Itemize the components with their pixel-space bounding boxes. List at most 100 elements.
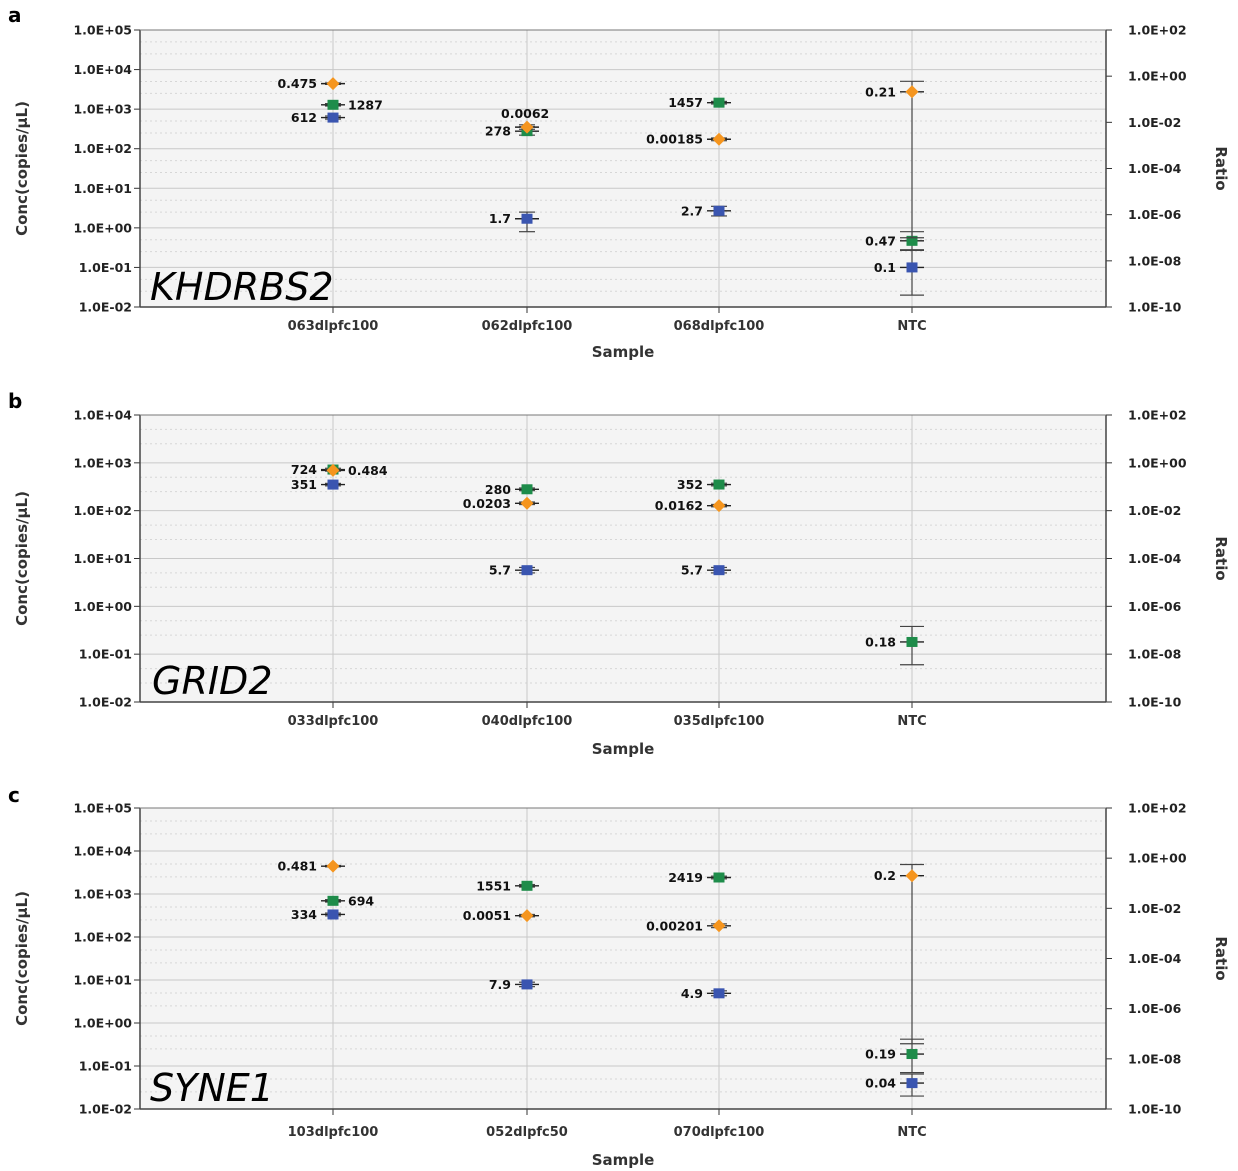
data-label: 5.7 <box>681 563 703 578</box>
conc-a-marker <box>907 1078 918 1088</box>
x-tick-label: 103dlpfc100 <box>288 1125 379 1140</box>
panel-a: a 1.0E+05 1.0E+04 1.0E+03 1.0E+02 1.0E+01 1.0E… <box>8 3 1230 361</box>
x-tick-label: 040dlpfc100 <box>482 714 573 729</box>
data-label: 351 <box>291 477 317 492</box>
y-left-tick-label: 1.0E+03 <box>73 102 132 117</box>
y-left-tick-label: 1.0E+00 <box>73 599 132 614</box>
y-left-axis-title: Conc(copies/µL) <box>13 101 31 236</box>
data-label: 0.04 <box>865 1076 896 1091</box>
panel-letter: a <box>8 3 22 27</box>
x-tick-label: 033dlpfc100 <box>288 714 379 729</box>
y-right-axis-title: Ratio <box>1212 536 1230 580</box>
x-axis-title: Sample <box>592 343 655 361</box>
conc-a-marker <box>328 480 339 490</box>
data-label: 0.484 <box>348 463 388 478</box>
y-left-tick-label: 1.0E+04 <box>73 408 132 423</box>
data-label: 0.00201 <box>646 918 703 933</box>
data-label: 0.0203 <box>463 496 511 511</box>
y-left-tick-label: 1.0E+04 <box>73 62 132 77</box>
plot-area <box>140 808 1106 1109</box>
conc-b-marker <box>714 98 725 108</box>
data-label: 1.7 <box>489 211 511 226</box>
x-tick-label: 062dlpfc100 <box>482 319 573 334</box>
data-label: 352 <box>677 477 703 492</box>
data-label: 2419 <box>668 870 703 885</box>
data-label: 0.0051 <box>463 908 511 923</box>
y-right-tick-label: 1.0E-08 <box>1128 647 1181 662</box>
y-left-tick-label: 1.0E+02 <box>73 141 132 156</box>
y-right-tick-label: 1.0E-10 <box>1128 300 1182 315</box>
y-right-tick-label: 1.0E-02 <box>1128 115 1181 130</box>
data-label: 280 <box>485 482 511 497</box>
conc-a-marker <box>522 214 533 224</box>
conc-a-marker <box>328 113 339 123</box>
y-left-tick-label: 1.0E-02 <box>79 695 132 710</box>
data-label: 0.2 <box>874 868 896 883</box>
x-tick-label: 035dlpfc100 <box>674 714 765 729</box>
conc-b-marker <box>328 100 339 110</box>
y-left-axis-title: Conc(copies/µL) <box>13 891 31 1026</box>
y-right-tick-label: 1.0E-02 <box>1128 503 1181 518</box>
conc-b-marker <box>328 896 339 906</box>
data-label: 724 <box>291 462 317 477</box>
gene-name: SYNE1 <box>150 1066 274 1110</box>
conc-a-marker <box>714 988 725 998</box>
data-label: 694 <box>348 893 374 908</box>
panel-letter: c <box>8 783 20 807</box>
conc-a-marker <box>328 909 339 919</box>
y-left-tick-label: 1.0E-02 <box>79 300 132 315</box>
data-label: 0.0062 <box>501 106 549 121</box>
y-right-tick-label: 1.0E-04 <box>1128 551 1182 566</box>
x-axis-title: Sample <box>592 1151 655 1169</box>
x-tick-label: NTC <box>897 714 926 729</box>
data-point: 0.0051 <box>463 908 539 923</box>
y-right-tick-label: 1.0E-08 <box>1128 253 1181 268</box>
conc-b-marker <box>522 881 533 891</box>
data-label: 2.7 <box>681 203 703 218</box>
data-label: 7.9 <box>489 977 511 992</box>
x-tick-label: NTC <box>897 319 926 334</box>
data-label: 334 <box>291 907 317 922</box>
data-label: 1457 <box>668 95 703 110</box>
y-right-tick-label: 1.0E+00 <box>1128 69 1187 84</box>
data-label: 1287 <box>348 97 383 112</box>
y-right-axis-title: Ratio <box>1212 146 1230 190</box>
y-left-tick-label: 1.0E+00 <box>73 1016 132 1031</box>
conc-b-marker <box>714 873 725 883</box>
y-right-tick-label: 1.0E-04 <box>1128 951 1182 966</box>
y-left-tick-label: 1.0E+03 <box>73 455 132 470</box>
y-left-tick-label: 1.0E+03 <box>73 887 132 902</box>
y-left-tick-label: 1.0E-01 <box>79 1059 132 1074</box>
data-label: 0.0162 <box>655 498 703 513</box>
x-tick-label: 063dlpfc100 <box>288 319 379 334</box>
y-left-tick-label: 1.0E+01 <box>73 181 132 196</box>
data-label: 0.475 <box>277 76 317 91</box>
data-label: 0.21 <box>865 84 896 99</box>
y-left-tick-label: 1.0E+02 <box>73 503 132 518</box>
y-left-tick-label: 1.0E+02 <box>73 930 132 945</box>
y-left-tick-label: 1.0E+05 <box>73 801 132 816</box>
panel-b: b 1.0E+04 1.0E+03 1.0E+02 1.0E+01 1.0E+00 1.0E… <box>8 389 1230 758</box>
data-label: 0.1 <box>874 260 896 275</box>
data-point: 0.0203 <box>463 496 539 511</box>
y-right-tick-label: 1.0E-06 <box>1128 599 1182 614</box>
y-right-tick-label: 1.0E-06 <box>1128 207 1182 222</box>
y-left-tick-label: 1.0E+04 <box>73 844 132 859</box>
x-tick-label: NTC <box>897 1125 926 1140</box>
gene-name: GRID2 <box>152 659 273 703</box>
conc-a-marker <box>907 262 918 272</box>
data-point: 0.00185 <box>646 132 731 147</box>
y-right-tick-label: 1.0E+02 <box>1128 408 1187 423</box>
gene-name: KHDRBS2 <box>150 265 334 309</box>
data-label: 0.19 <box>865 1047 896 1062</box>
conc-b-marker <box>907 1049 918 1059</box>
panel-letter: b <box>8 389 22 413</box>
y-left-tick-label: 1.0E-01 <box>79 260 132 275</box>
data-label: 0.481 <box>277 859 317 874</box>
y-left-tick-label: 1.0E+05 <box>73 23 132 38</box>
data-point: 0.00201 <box>646 918 731 933</box>
y-right-axis-title: Ratio <box>1212 936 1230 980</box>
x-axis-title: Sample <box>592 740 655 758</box>
conc-a-marker <box>522 979 533 989</box>
